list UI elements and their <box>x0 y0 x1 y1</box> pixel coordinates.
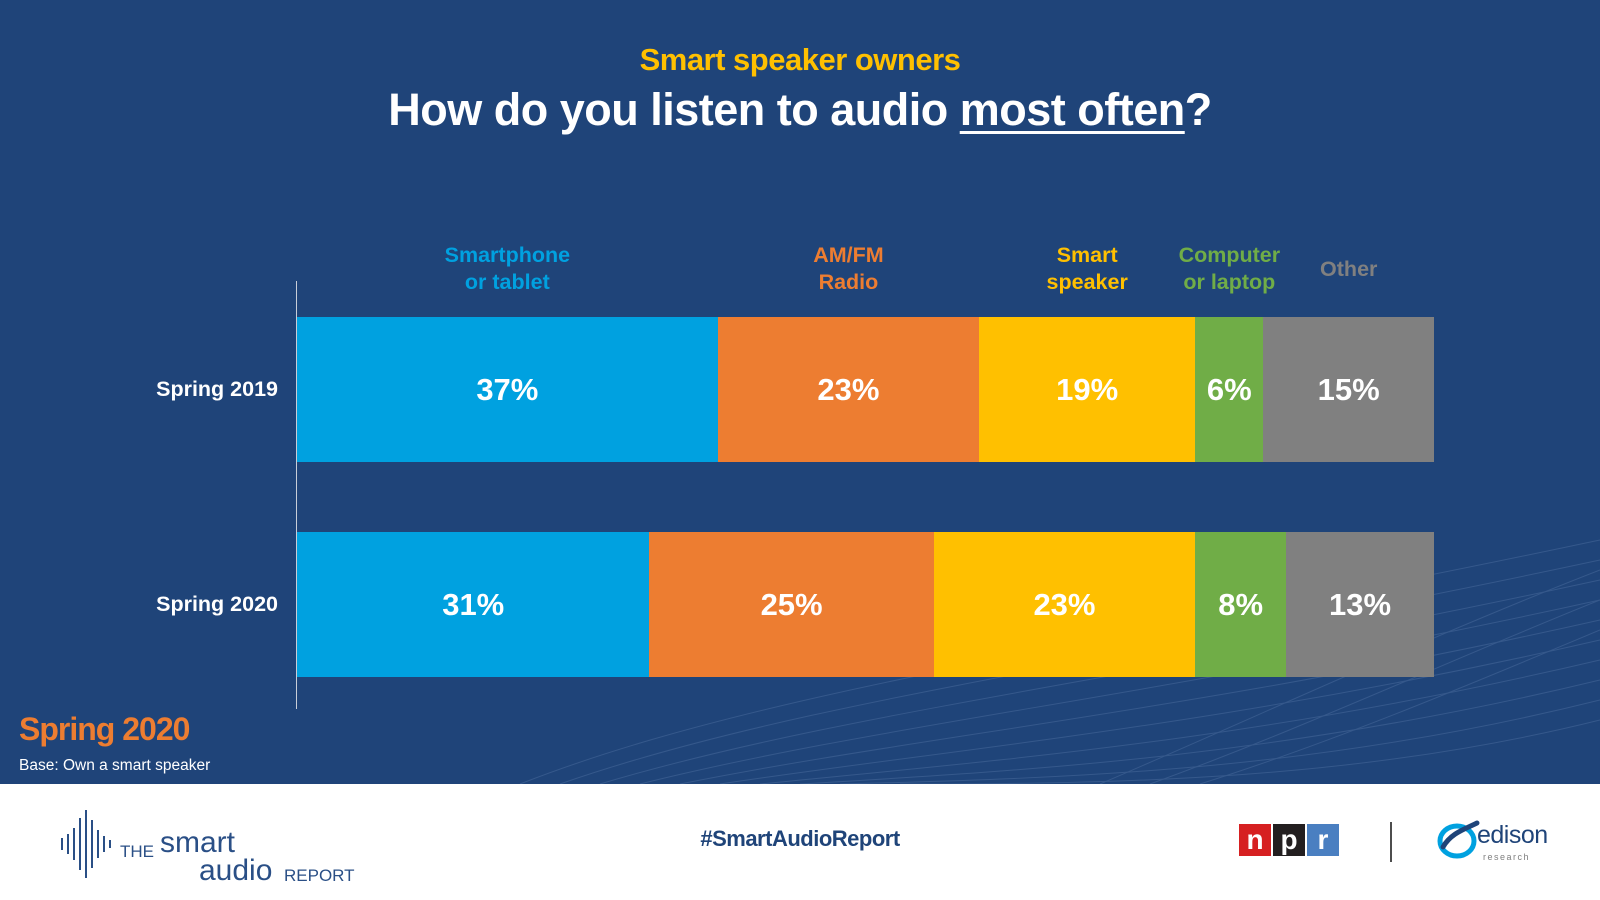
npr-letter-p: p <box>1273 824 1305 856</box>
bar-segment-smart-speaker: 19% <box>979 317 1196 462</box>
data-label: 23% <box>817 371 880 407</box>
title-emphasis: most often <box>959 84 1186 135</box>
data-label: 25% <box>760 586 823 622</box>
npr-letter-n: n <box>1239 824 1271 856</box>
bar-segment-am-fm-radio: 25% <box>649 532 934 677</box>
soundwave-icon <box>61 810 111 878</box>
bar-spring-2019: 37% 23% 19% 6% 15% <box>297 317 1434 462</box>
legend-label-smart-speaker: Smart speaker <box>1046 243 1128 294</box>
edison-swirl-icon <box>1437 820 1480 859</box>
legend-label-am-fm-radio: AM/FM Radio <box>813 243 884 294</box>
logo-the: THE <box>120 842 154 861</box>
edison-subword: research <box>1483 852 1531 862</box>
hashtag: #SmartAudioReport <box>700 826 900 851</box>
edison-word: edison <box>1477 821 1548 849</box>
logo-audio: audio <box>199 854 273 887</box>
data-label: 23% <box>1033 586 1096 622</box>
legend-label-smartphone-or-tablet: Smartphone or tablet <box>444 243 571 294</box>
legend-label-computer-or-laptop: Computer or laptop <box>1178 243 1281 294</box>
row-label-spring-2019: Spring 2019 <box>156 376 278 401</box>
bar-segment-smartphone-or-tablet: 37% <box>297 317 718 462</box>
bar-segment-smartphone-or-tablet: 31% <box>297 532 650 677</box>
bar-segment-computer-or-laptop: 6% <box>1195 317 1264 462</box>
title-end: ? <box>1184 84 1213 135</box>
period-label: Spring 2020 <box>19 711 190 747</box>
chart-subtitle: Smart speaker owners <box>639 42 961 77</box>
data-label: 15% <box>1317 371 1380 407</box>
data-label: 31% <box>442 586 505 622</box>
bar-segment-other: 15% <box>1263 317 1434 462</box>
chart-title: How do you listen to audio most often? <box>0 84 1600 136</box>
bar-segment-computer-or-laptop: 8% <box>1195 532 1287 677</box>
bar-spring-2020: 31% 25% 23% 8% 13% <box>297 532 1434 677</box>
data-label: 13% <box>1329 586 1392 622</box>
row-label-spring-2020: Spring 2020 <box>156 591 278 616</box>
npr-letter-r: r <box>1307 824 1339 856</box>
logo-smart: smart <box>160 826 235 859</box>
axis-line <box>296 281 297 709</box>
logo-report: REPORT <box>284 866 355 885</box>
npr-logo: n p r <box>1239 824 1339 856</box>
bar-segment-am-fm-radio: 23% <box>717 317 980 462</box>
background-wave-pattern <box>519 539 1600 784</box>
bar-segment-other: 13% <box>1286 532 1434 677</box>
bar-segment-smart-speaker: 23% <box>933 532 1196 677</box>
smart-audio-report-logo: THE smart audio REPORT <box>58 808 358 887</box>
legend-label-other: Other <box>1320 257 1378 281</box>
base-note: Base: Own a smart speaker <box>19 757 211 774</box>
data-label: 6% <box>1206 371 1252 407</box>
logo-divider <box>1390 822 1392 862</box>
data-label: 37% <box>476 371 539 407</box>
edison-research-logo: edison research <box>1437 817 1557 867</box>
data-label: 19% <box>1056 371 1119 407</box>
title-text: How do you listen to audio <box>388 84 960 135</box>
footer: THE smart audio REPORT #SmartAudioReport… <box>0 784 1600 900</box>
data-label: 8% <box>1218 586 1264 622</box>
